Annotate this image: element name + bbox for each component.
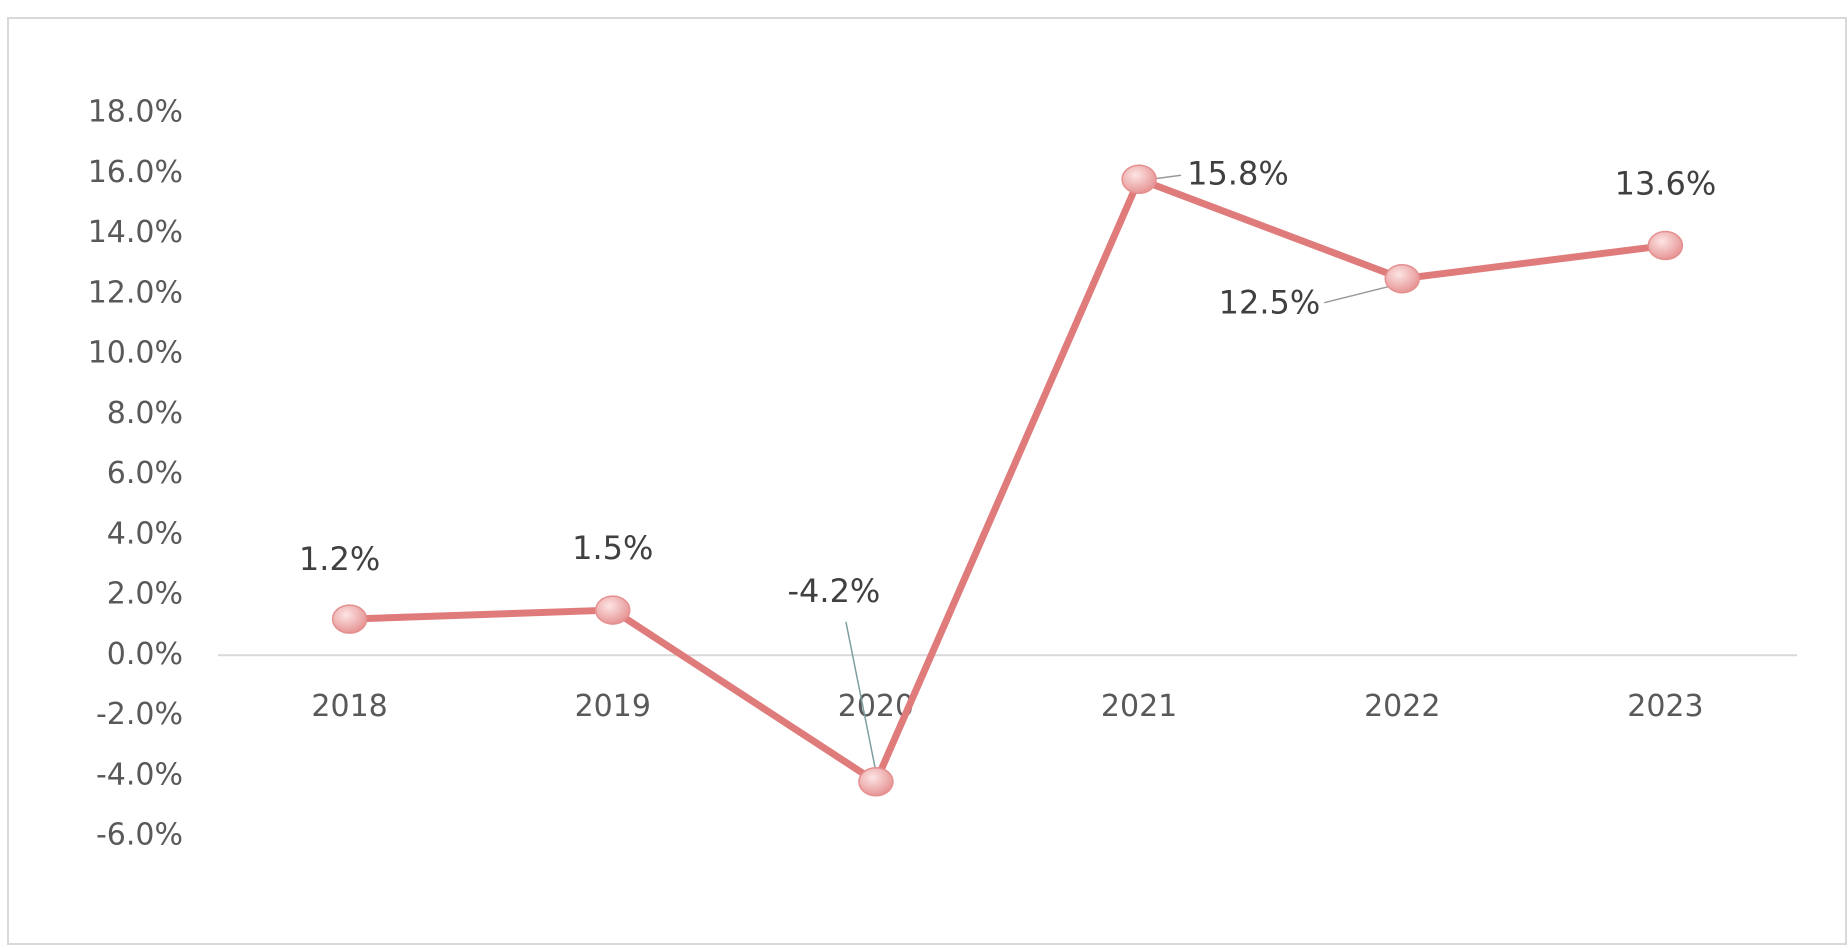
chart-frame — [7, 17, 1847, 945]
y-tick-label: -6.0% — [96, 818, 183, 853]
data-label: -4.2% — [787, 572, 880, 610]
data-label: 15.8% — [1187, 154, 1289, 192]
y-tick-label: 14.0% — [88, 215, 183, 250]
leader-line — [1324, 285, 1389, 304]
data-label: 1.2% — [299, 540, 380, 578]
y-tick-label: -2.0% — [96, 697, 183, 732]
data-label: 13.6% — [1615, 165, 1717, 203]
x-tick-label: 2023 — [1627, 689, 1703, 724]
y-tick-label: 6.0% — [107, 456, 183, 491]
x-tick-label: 2018 — [311, 689, 387, 724]
x-tick-label: 2021 — [1101, 689, 1177, 724]
y-tick-label: 4.0% — [107, 516, 183, 551]
y-tick-label: 2.0% — [107, 577, 183, 612]
marker — [595, 595, 631, 625]
y-tick-label: 10.0% — [88, 336, 183, 371]
y-tick-label: 12.0% — [88, 275, 183, 310]
leader-line — [845, 621, 877, 772]
y-tick-label: 8.0% — [107, 396, 183, 431]
y-tick-label: 0.0% — [107, 637, 183, 672]
marker — [331, 604, 368, 634]
data-label: 1.5% — [572, 529, 653, 567]
marker — [1384, 263, 1420, 294]
marker — [1121, 164, 1157, 195]
data-line — [349, 175, 1666, 786]
x-tick-label: 2019 — [575, 689, 651, 724]
y-tick-label: 16.0% — [88, 155, 183, 190]
marker — [1647, 230, 1684, 261]
x-tick-label: 2022 — [1364, 689, 1440, 724]
y-tick-label: -4.0% — [96, 757, 183, 792]
y-tick-label: 18.0% — [88, 95, 183, 130]
data-label: 12.5% — [1219, 284, 1321, 322]
marker — [858, 767, 894, 797]
